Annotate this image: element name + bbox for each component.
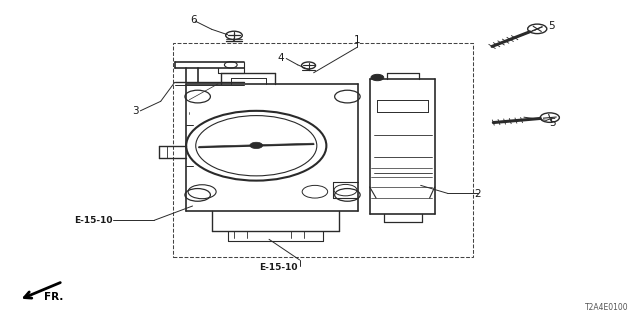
- Text: FR.: FR.: [44, 292, 63, 302]
- Text: 1: 1: [354, 35, 360, 45]
- Circle shape: [528, 24, 547, 34]
- Text: 2: 2: [475, 189, 481, 199]
- Text: 5: 5: [548, 21, 555, 31]
- Text: 3: 3: [132, 106, 138, 116]
- Circle shape: [301, 62, 316, 69]
- Text: E-15-10: E-15-10: [259, 263, 298, 272]
- Text: T2A4E0100: T2A4E0100: [586, 303, 629, 312]
- Text: E-15-10: E-15-10: [74, 216, 112, 225]
- Text: 6: 6: [190, 15, 196, 25]
- Text: 5: 5: [549, 117, 556, 128]
- Circle shape: [250, 142, 262, 148]
- Circle shape: [540, 113, 559, 122]
- Bar: [173, 43, 473, 257]
- Circle shape: [371, 74, 384, 81]
- Circle shape: [226, 31, 243, 39]
- Text: 4: 4: [277, 52, 284, 62]
